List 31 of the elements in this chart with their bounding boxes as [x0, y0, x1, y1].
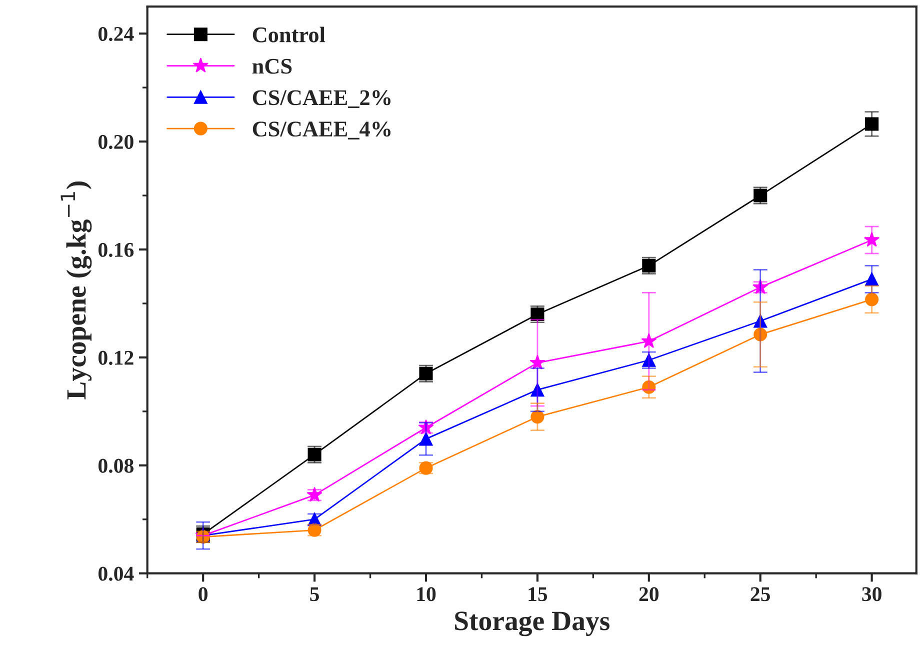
legend-label: nCS — [252, 58, 292, 74]
point — [642, 380, 656, 394]
y-tick-label: 0.04 — [98, 566, 134, 581]
point — [754, 328, 768, 342]
x-tick-label: 0 — [198, 587, 208, 602]
point — [865, 272, 879, 286]
point — [641, 333, 657, 348]
point — [530, 383, 544, 397]
x-tick-label: 5 — [310, 587, 319, 602]
point — [530, 410, 544, 424]
point — [864, 232, 880, 247]
y-axis-title: Lycopene (g.kg$^{−1}$) — [60, 182, 92, 400]
point — [530, 354, 546, 370]
point — [754, 314, 768, 328]
x-tick-label: 25 — [750, 587, 770, 602]
x-tick-label: 10 — [417, 587, 436, 602]
point — [865, 117, 879, 131]
y-tick-label: 0.16 — [98, 242, 134, 258]
x-axis-title: Storage Days — [455, 612, 610, 636]
y-tick-label: 0.08 — [98, 458, 134, 473]
y-tick-label: 0.12 — [98, 350, 134, 365]
legend-label: CS/CAEE_4% — [252, 122, 390, 140]
legend-label: CS/CAEE_2% — [252, 90, 390, 108]
x-tick-label: 30 — [862, 587, 882, 602]
y-tick-label: 0.24 — [98, 26, 134, 42]
legend-label: Control — [252, 26, 326, 42]
y-tick-label: 0.20 — [98, 134, 134, 150]
x-tick-label: 15 — [528, 587, 548, 602]
point — [865, 292, 879, 306]
x-tick-label: 20 — [639, 587, 659, 602]
point — [419, 432, 433, 446]
